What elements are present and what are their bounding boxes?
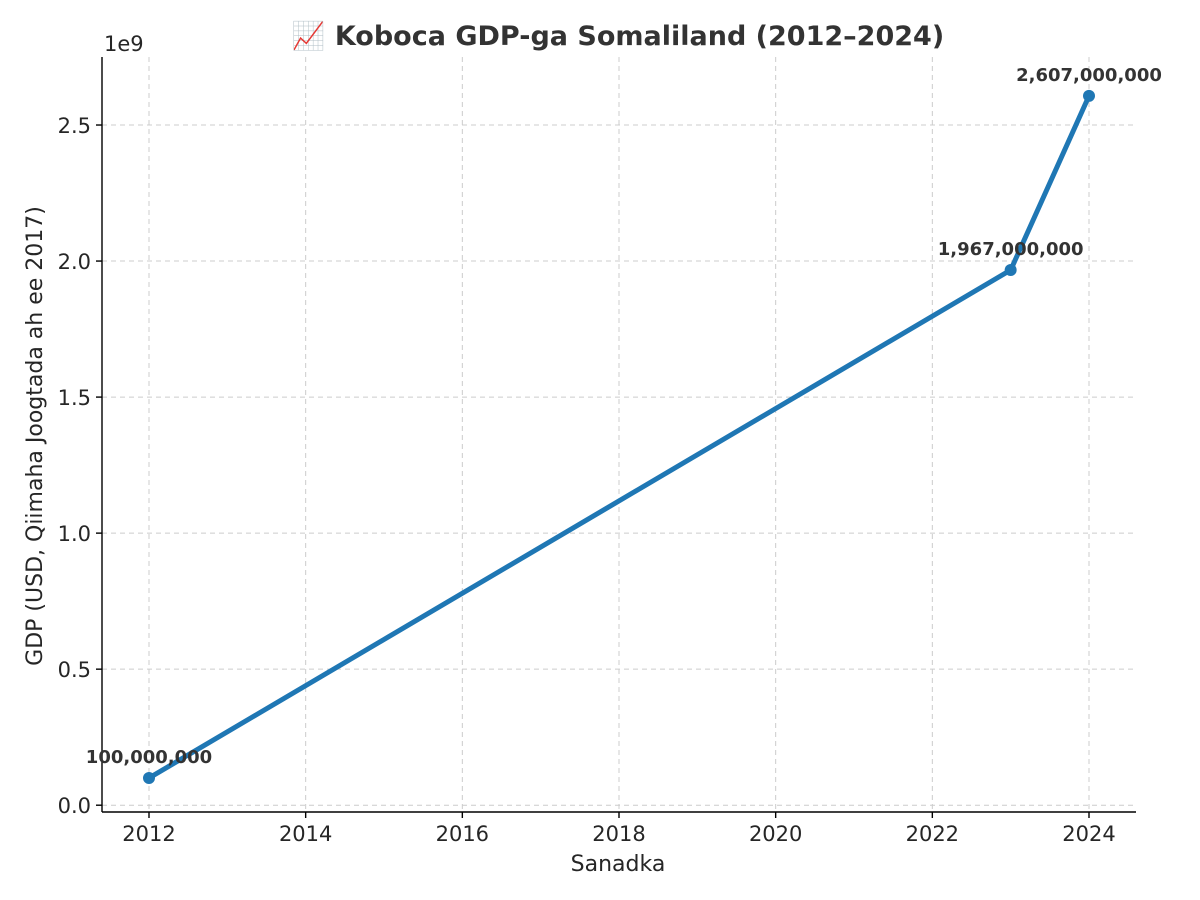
x-tick-label: 2024 [1062, 822, 1115, 846]
y-tick-label: 2.5 [58, 114, 91, 138]
data-point [1004, 264, 1017, 277]
x-tick-label: 2016 [436, 822, 489, 846]
y-axis-label: GDP (USD, Qiimaha Joogtada ah ee 2017) [23, 206, 48, 666]
x-tick-label: 2018 [592, 822, 645, 846]
x-tick-label: 2022 [906, 822, 959, 846]
y-tick-label: 1.5 [58, 386, 91, 410]
grid [102, 57, 1136, 812]
y-tick-label: 2.0 [58, 250, 91, 274]
data-label: 1,967,000,000 [938, 239, 1084, 260]
y-offset-label: 1e9 [104, 32, 144, 56]
data-label: 2,607,000,000 [1016, 65, 1162, 86]
y-tick-label: 0.0 [58, 794, 91, 818]
y-tick-label: 1.0 [58, 522, 91, 546]
y-tick-label: 0.5 [58, 658, 91, 682]
ticks: 2012 2014 2016 2018 2020 2022 2024 0.0 0.5 1.0 1.5… [58, 114, 1116, 846]
x-axis-label: Sanadka [571, 852, 666, 877]
series: 100,000,000 1,967,000,000 2,607,000,000 [86, 65, 1162, 784]
x-tick-label: 2012 [122, 822, 175, 846]
chart-title: 📈 Koboca GDP-ga Somaliland (2012–2024) [292, 20, 944, 52]
x-tick-label: 2014 [279, 822, 332, 846]
data-point [1083, 89, 1095, 102]
data-label: 100,000,000 [86, 747, 212, 768]
data-point [143, 771, 155, 784]
x-tick-label: 2020 [749, 822, 802, 846]
